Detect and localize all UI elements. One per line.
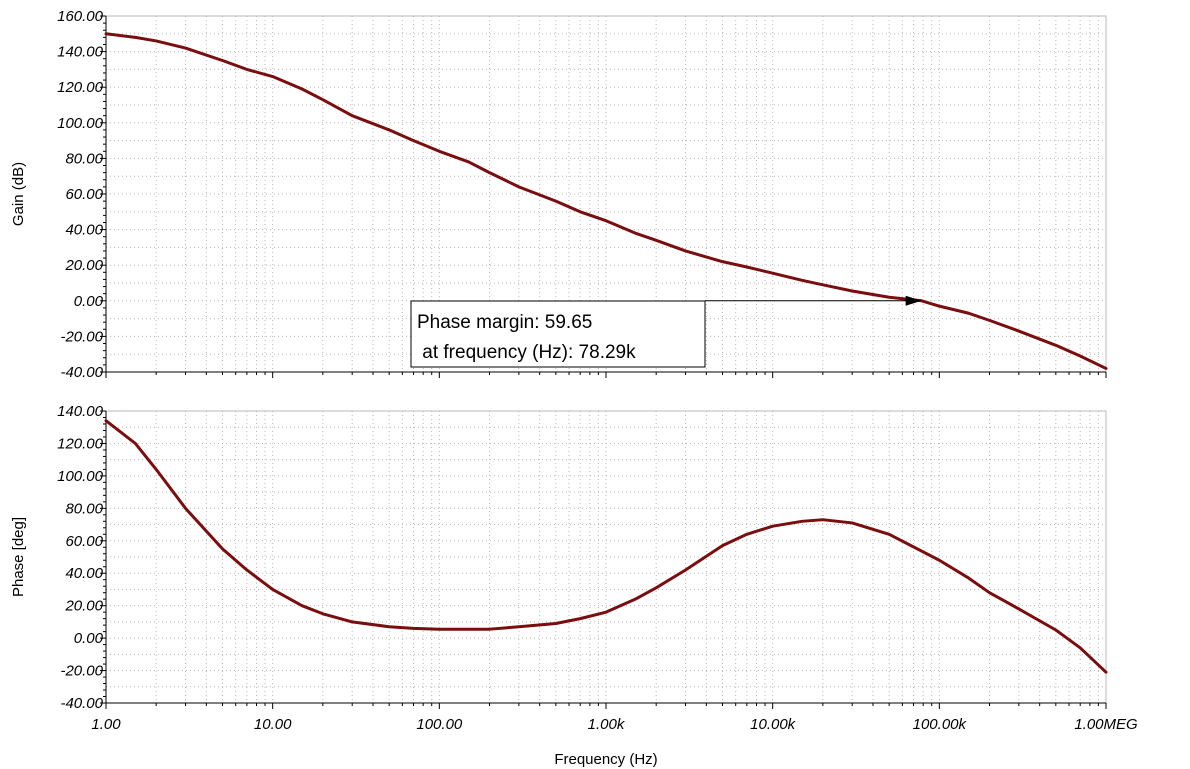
gain-y-tick-label: 160.00 bbox=[57, 8, 104, 25]
gain-y-tick-label: 100.00 bbox=[57, 115, 104, 132]
x-axis-label: Frequency (Hz) bbox=[554, 751, 657, 768]
phase-axes bbox=[100, 410, 1107, 709]
gain-axes bbox=[100, 15, 1107, 378]
phase-y-tick-label: 40.00 bbox=[65, 565, 103, 582]
annotation-box bbox=[410, 300, 706, 368]
phase-y-tick-label: 140.00 bbox=[57, 403, 104, 420]
gain-y-tick-label: 120.00 bbox=[57, 79, 104, 96]
x-tick-label: 1.00MEG bbox=[1074, 716, 1138, 733]
phase-y-tick-label: 0.00 bbox=[74, 630, 104, 647]
x-tick-label: 10.00k bbox=[750, 716, 797, 733]
gain-y-tick-label: 140.00 bbox=[57, 44, 104, 61]
x-tick-label: 1.00k bbox=[588, 716, 626, 733]
annotation-arrow-head bbox=[905, 295, 922, 306]
phase-y-tick-label: 20.00 bbox=[64, 598, 103, 615]
gain-y-axis-label: Gain (dB) bbox=[10, 162, 27, 226]
x-tick-label: 1.00 bbox=[91, 716, 121, 733]
gain-y-tick-label: 80.00 bbox=[65, 150, 103, 167]
phase-y-axis-label: Phase [deg] bbox=[10, 517, 27, 597]
phase-y-tick-label: 60.00 bbox=[65, 533, 103, 550]
phase-series-line bbox=[104, 419, 1108, 674]
gain-y-tick-label: -40.00 bbox=[60, 364, 103, 381]
gain-series-line bbox=[104, 32, 1108, 370]
gain-panel: -40.00 -20.00 0.00 20.00 40.00 60.00 80.00 100.… bbox=[10, 8, 1108, 381]
annotation-frequency-text: at frequency (Hz): 78.29k bbox=[417, 342, 636, 363]
x-tick-label: 100.00 bbox=[416, 716, 463, 733]
annotation-phase-margin-text: Phase margin: 59.65 bbox=[417, 312, 592, 333]
x-tick-label: 100.00k bbox=[913, 716, 968, 733]
phase-y-tick-label: -40.00 bbox=[60, 695, 103, 712]
gain-y-tick-label: -20.00 bbox=[60, 328, 103, 345]
phase-panel: -40.00 -20.00 0.00 20.00 40.00 60.00 80.00 100.… bbox=[10, 403, 1138, 768]
gain-y-tick-label: 0.00 bbox=[74, 293, 104, 310]
gain-y-tick-label: 60.00 bbox=[65, 186, 103, 203]
phase-y-tick-labels: -40.00 -20.00 0.00 20.00 40.00 60.00 80.00 100.… bbox=[57, 403, 104, 712]
phase-x-tick-labels: 1.00 10.00 100.00 1.00k 10.00k 100.00k 1.00MEG bbox=[91, 716, 1138, 733]
gain-y-tick-label: 20.00 bbox=[64, 257, 103, 274]
phase-y-tick-label: 120.00 bbox=[57, 435, 104, 452]
phase-y-tick-label: 80.00 bbox=[65, 500, 103, 517]
phase-y-tick-label: 100.00 bbox=[57, 468, 104, 485]
phase-y-tick-label: -20.00 bbox=[60, 663, 103, 680]
phase-margin-annotation: Phase margin: 59.65 at frequency (Hz): 7… bbox=[410, 295, 922, 368]
phase-grid bbox=[105, 410, 1106, 704]
gain-y-tick-labels: -40.00 -20.00 0.00 20.00 40.00 60.00 80.00 100.… bbox=[57, 8, 104, 381]
gain-y-tick-label: 40.00 bbox=[65, 222, 103, 239]
x-tick-label: 10.00 bbox=[254, 716, 292, 733]
